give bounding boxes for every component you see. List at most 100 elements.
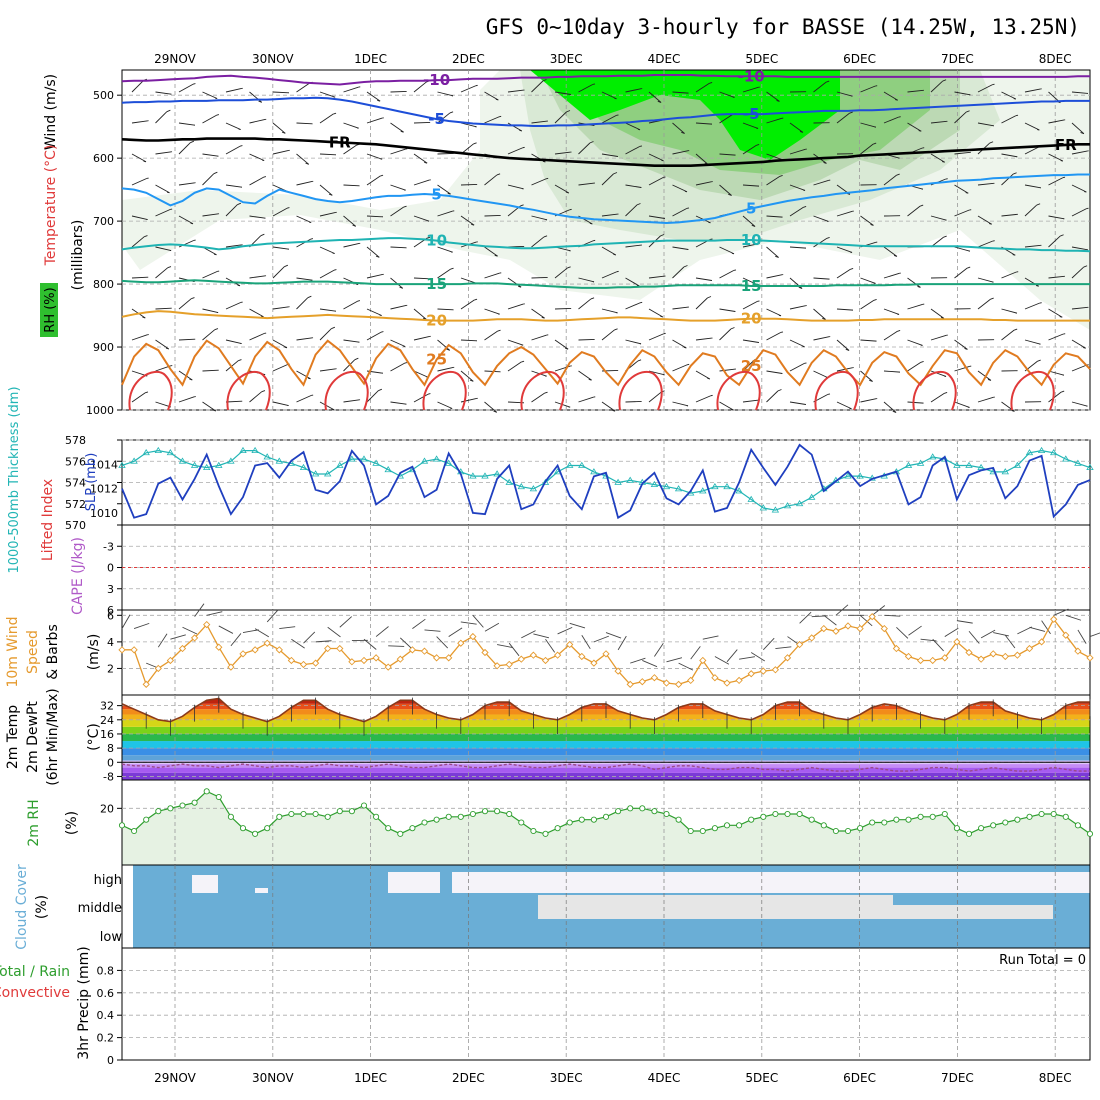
thickness-point (311, 470, 320, 477)
wind-barb (672, 150, 689, 155)
rh2m-point (312, 810, 319, 818)
top-date-label: 8DEC (1039, 52, 1072, 66)
wind10-speed-point (759, 667, 767, 675)
wind10-speed-point (287, 656, 296, 665)
thickness-point (215, 461, 223, 468)
wind-barb (296, 337, 313, 341)
wind-barb (202, 173, 215, 186)
wind-barb (1024, 244, 1041, 248)
wind-barb (531, 392, 546, 403)
wind-barb-flag (192, 83, 196, 85)
isotherm-line (121, 310, 1090, 322)
temp-axis-label-3: (6hr Min/Max) (45, 688, 61, 785)
rh2m-point (191, 799, 198, 806)
wind-barb-flag (616, 114, 619, 116)
wind-barb (625, 244, 642, 248)
top-date-label: 30NOV (252, 52, 294, 66)
wind-barb (860, 122, 877, 128)
wind-barb (601, 271, 617, 279)
wind-barb-flag (992, 83, 995, 86)
panel-10m-wind: 2 4 6 (107, 603, 1100, 696)
wind-barb (860, 339, 877, 342)
wind-barb (1071, 339, 1086, 349)
wind-barb-flag (850, 268, 854, 270)
wind10-speed-point (662, 679, 671, 687)
thickness-point (323, 470, 332, 477)
wind10-speed-point (251, 646, 259, 654)
wind-barb (390, 90, 407, 93)
wind10-barb (388, 645, 405, 647)
panel-2m-rh: 20 (100, 779, 1094, 866)
thickness-point (239, 446, 247, 454)
wind-barb (437, 210, 453, 217)
wind-barb (860, 143, 874, 155)
wind-barb-flag (566, 191, 569, 194)
wind-barb (1048, 275, 1065, 279)
wind-barb (225, 145, 241, 155)
slp-tick-label: 1012 (90, 483, 118, 496)
wind-barb-flag (657, 100, 662, 103)
wind10-barb (291, 638, 305, 649)
rh2m-point (905, 816, 912, 823)
wind10-speed-point (348, 658, 356, 666)
wind-barb (296, 395, 312, 403)
wind-barb (695, 370, 711, 380)
rh2m-point (687, 827, 694, 835)
wind10-barb (593, 635, 609, 643)
wind-barb-flag (310, 238, 314, 240)
thickness-point (275, 457, 284, 464)
isotherm-label: -5 (428, 110, 445, 128)
wind-barb (1024, 184, 1041, 189)
wind-barb (601, 329, 615, 341)
wind-barb-flag (804, 362, 807, 364)
wind-barb (296, 122, 313, 125)
wind-barb-flag (1083, 347, 1086, 349)
wind-barb (413, 81, 427, 93)
wind10-speed-point (808, 634, 816, 642)
wind-barb (390, 246, 407, 249)
wind-barb (789, 401, 806, 405)
isotherm-line (121, 96, 1090, 127)
rh-shading (530, 70, 840, 160)
wind10-barb (1053, 608, 1069, 616)
wind-barb-flag (328, 193, 333, 196)
thickness-point (1062, 455, 1070, 462)
thickness-point (420, 457, 429, 464)
wind10-barb (605, 632, 622, 639)
wind-barb (343, 339, 360, 343)
wind-barb-flag (166, 191, 170, 194)
wind-barb (507, 303, 524, 310)
thickness-point (432, 455, 441, 462)
wind-barb (813, 370, 829, 379)
wind-barb (789, 206, 804, 217)
wind-barb-flag (686, 207, 690, 209)
wind10-speed-point (130, 646, 138, 654)
upper-wind-axis-label: Wind (m/s) (43, 74, 59, 150)
wind-barb (1048, 370, 1065, 376)
rh2m-point (953, 825, 960, 832)
wind-barb (789, 246, 806, 249)
wind-barb-flag (942, 161, 945, 163)
wind-barb (719, 270, 734, 279)
wind-barb (719, 368, 736, 372)
rh2m-point (663, 810, 670, 818)
wind10-speed-point (687, 676, 695, 685)
thickness-point (336, 461, 344, 468)
thickness-point (360, 455, 368, 462)
wind-barb-flag (636, 203, 641, 206)
isotherm-30-loop (814, 370, 859, 411)
temp2m-tick-label: -8 (103, 770, 114, 783)
wind-barb-flag (258, 100, 262, 103)
rh2m-point (796, 810, 803, 818)
rh2m-tick-label: 20 (100, 802, 114, 815)
wind10-barb (750, 652, 766, 662)
wind-barb (648, 153, 664, 162)
wind-barb (836, 91, 853, 97)
rh2m-point (288, 810, 295, 818)
wind-barb (390, 122, 404, 133)
wind-barb (366, 308, 382, 316)
wind-barb (366, 390, 379, 403)
bottom-date-label: 5DEC (745, 1071, 778, 1085)
isotherm-label: 5 (746, 200, 756, 218)
rh2m-point (978, 825, 985, 832)
